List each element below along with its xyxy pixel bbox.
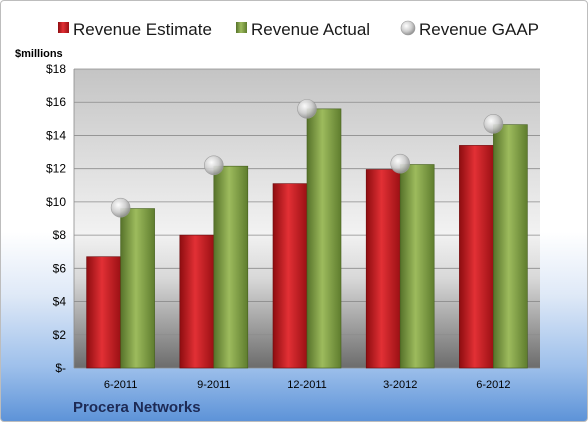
y-tick-label: $16 [46, 95, 66, 109]
y-tick-label: $4 [53, 295, 67, 309]
bar-series [86, 108, 528, 369]
y-tick-label: $18 [46, 62, 66, 76]
x-tick-label: 12-2011 [287, 379, 327, 391]
y-axis-ticks: $- $2 $4 $6 $8 $10 $12 $14 $16 $18 [46, 62, 66, 375]
y-tick-label: $8 [53, 228, 67, 242]
bar-estimate [365, 169, 401, 369]
bar-estimate [86, 256, 121, 369]
gaap-marker [483, 114, 504, 134]
x-tick-label: 6-2011 [104, 379, 137, 391]
legend-label-gaap: Revenue GAAP [419, 20, 539, 39]
y-axis-unit: $millions [15, 48, 63, 60]
y-tick-label: $2 [53, 328, 67, 342]
y-tick-label: $- [55, 361, 66, 375]
bar-estimate [272, 183, 308, 369]
bar-actual [120, 208, 155, 369]
gaap-marker [204, 155, 224, 176]
y-tick-label: $12 [46, 162, 66, 176]
legend-label-estimate: Revenue Estimate [73, 20, 212, 39]
legend-swatch-actual [236, 22, 247, 33]
y-tick-label: $14 [46, 128, 66, 142]
bar-estimate [179, 234, 215, 369]
y-tick-label: $10 [46, 195, 66, 209]
bar-estimate [459, 145, 494, 369]
bar-actual [213, 165, 249, 369]
gaap-marker [110, 197, 131, 218]
legend-label-actual: Revenue Actual [251, 20, 370, 39]
x-tick-label: 3-2012 [383, 379, 417, 391]
gaap-marker [297, 99, 317, 119]
bar-actual [399, 164, 435, 369]
legend: Revenue Estimate Revenue Actual Revenue … [58, 20, 539, 39]
y-tick-label: $6 [53, 261, 67, 275]
company-name: Procera Networks [73, 399, 201, 416]
x-axis-ticks: 6-2011 9-2011 12-2011 3-2012 6-2012 [104, 379, 511, 391]
legend-swatch-estimate [58, 22, 69, 33]
bar-actual [306, 108, 342, 369]
gaap-markers [110, 99, 504, 218]
x-tick-label: 6-2012 [476, 379, 510, 391]
gaap-marker [390, 153, 411, 174]
bar-actual [493, 124, 528, 369]
legend-swatch-gaap [400, 20, 416, 36]
x-tick-label: 9-2011 [197, 379, 230, 391]
